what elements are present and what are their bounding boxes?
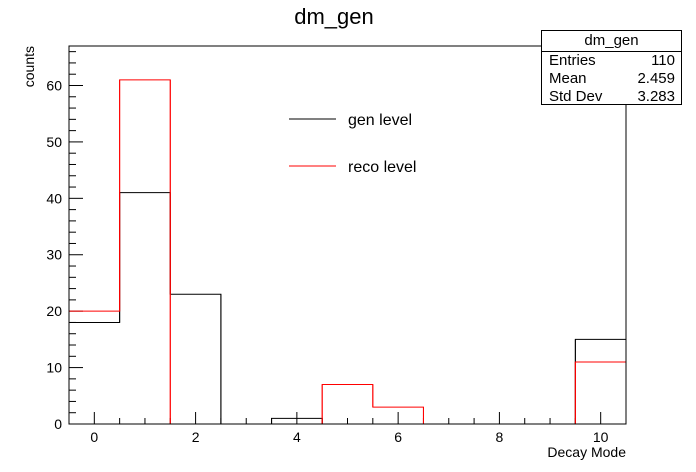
histogram-bin — [170, 294, 221, 424]
plot-frame — [68, 45, 627, 425]
legend-label: gen level — [348, 112, 412, 129]
chart-title: dm_gen — [294, 4, 374, 29]
y-tick-label: 30 — [46, 247, 62, 263]
y-tick-label: 10 — [46, 360, 62, 376]
x-tick-label: 2 — [192, 429, 200, 445]
x-tick-label: 0 — [90, 429, 98, 445]
histogram-series — [69, 79, 626, 425]
y-tick-label: 50 — [46, 134, 62, 150]
y-tick-label: 40 — [46, 190, 62, 206]
stats-value: 2.459 — [637, 70, 675, 87]
tick-labels: 0 2 4 6 8 10 0 10 20 30 40 50 60 — [46, 77, 608, 445]
histogram-bin — [575, 339, 626, 424]
histogram-series-gen-level — [69, 192, 626, 425]
y-tick-label: 60 — [46, 77, 62, 93]
histogram-bin — [120, 80, 171, 424]
y-tick-label: 0 — [54, 416, 62, 432]
legend-label: reco level — [348, 159, 416, 176]
axis-ticks — [68, 51, 627, 425]
histogram-series-reco-level — [69, 79, 626, 425]
stats-label: Mean — [549, 70, 587, 87]
legend: gen level reco level — [289, 112, 416, 176]
stats-row-entries: Entries 110 — [542, 52, 681, 70]
x-tick-label: 4 — [293, 429, 301, 445]
y-tick-label: 20 — [46, 303, 62, 319]
stats-row-mean: Mean 2.459 — [542, 70, 681, 88]
stats-value: 110 — [651, 52, 675, 69]
stats-label: Entries — [549, 52, 596, 69]
x-tick-label: 6 — [394, 429, 402, 445]
x-tick-label: 8 — [496, 429, 504, 445]
y-axis-label: counts — [21, 46, 37, 87]
histogram-bin — [69, 322, 120, 424]
histogram-bin — [120, 193, 171, 424]
stats-row-std-dev: Std Dev 3.283 — [542, 88, 681, 106]
stats-title: dm_gen — [542, 31, 681, 52]
x-axis-label: Decay Mode — [547, 444, 626, 460]
x-tick-label: 10 — [593, 429, 609, 445]
stats-value: 3.283 — [637, 88, 675, 105]
stats-label: Std Dev — [549, 88, 603, 105]
stats-box: dm_gen Entries 110 Mean 2.459 Std Dev 3.… — [541, 30, 682, 105]
